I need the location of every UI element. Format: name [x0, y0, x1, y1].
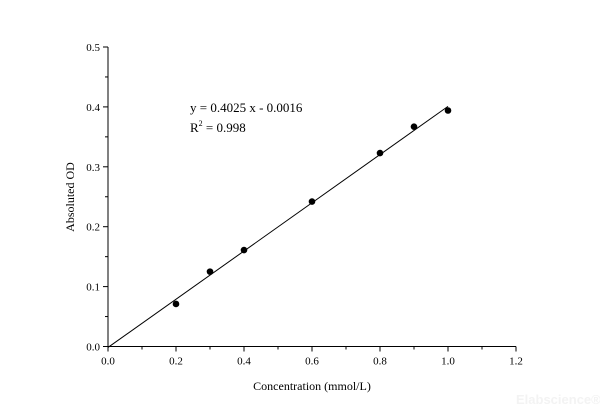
y-axis-title: Absoluted OD	[63, 162, 77, 232]
r2-value: = 0.998	[203, 120, 246, 135]
data-point	[240, 246, 248, 254]
x-tick-label: 0.0	[101, 356, 115, 368]
watermark-logo: Elabscience®	[516, 392, 600, 407]
data-points	[172, 107, 452, 308]
data-point	[376, 149, 384, 157]
x-tick-label: 0.4	[237, 356, 251, 368]
data-point	[172, 300, 180, 308]
data-point	[410, 123, 418, 130]
x-tick-label: 1.2	[509, 356, 523, 368]
r2-prefix: R	[190, 120, 199, 135]
y-tick-label: 0.4	[86, 102, 100, 114]
y-tick-label: 0.5	[86, 42, 100, 54]
x-tick-label: 0.2	[169, 356, 183, 368]
y-tick-label: 0.3	[86, 162, 100, 174]
r2-label: R2 = 0.998	[190, 119, 246, 135]
r2-superscript: 2	[199, 119, 203, 128]
equation-label: y = 0.4025 x - 0.0016	[190, 100, 303, 115]
x-tick-label: 0.6	[305, 356, 319, 368]
y-tick-label: 0.2	[86, 222, 100, 234]
axes	[107, 47, 516, 347]
x-axis-title: Concentration (mmol/L)	[253, 379, 371, 393]
data-point	[444, 107, 452, 114]
ticks: 0.0 0.2 0.4 0.6 0.8 1.0 1.2 0.0 0.1 0.2 0.3 0.4 0.5	[86, 42, 523, 368]
data-point	[206, 268, 214, 275]
data-point	[308, 198, 316, 205]
y-tick-label: 0.1	[86, 282, 100, 294]
x-tick-label: 0.8	[373, 356, 387, 368]
x-tick-label: 1.0	[441, 356, 455, 368]
y-tick-label: 0.0	[86, 342, 100, 354]
fit-line	[107, 105, 449, 348]
